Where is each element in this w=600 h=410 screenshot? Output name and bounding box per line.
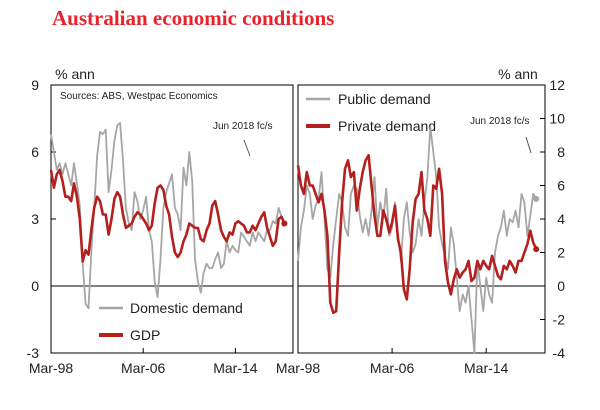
left-panel: -3 0 3 6 9 Mar-98 Mar-06 Mar-14 bbox=[27, 77, 294, 376]
left-forecast-point bbox=[281, 220, 288, 227]
legend-label-domestic-demand: Domestic demand bbox=[130, 300, 243, 316]
left-ytick-label: 9 bbox=[31, 77, 39, 93]
right-series-private-demand bbox=[296, 154, 538, 315]
right-xtick-label: Mar-98 bbox=[276, 360, 321, 376]
right-xtick-label: Mar-06 bbox=[370, 360, 415, 376]
left-series-domestic-demand bbox=[50, 122, 286, 310]
legend-label-private-demand: Private demand bbox=[338, 118, 436, 134]
legend-label-gdp: GDP bbox=[130, 327, 160, 343]
left-xtick-label: Mar-14 bbox=[213, 360, 258, 376]
chart-title: Australian economic conditions bbox=[52, 6, 335, 30]
left-source-note: Sources: ABS, Westpac Economics bbox=[60, 91, 218, 102]
right-panel: -4 -2 0 2 4 6 8 10 12 Mar-98 Mar-06 Mar-14 bbox=[276, 77, 565, 376]
left-xtick-label: Mar-98 bbox=[29, 360, 74, 376]
left-unit-label: % ann bbox=[55, 66, 95, 82]
left-ytick-label: 3 bbox=[31, 211, 39, 227]
right-forecast-point bbox=[533, 195, 540, 202]
left-xtick-label: Mar-06 bbox=[121, 360, 166, 376]
left-series-gdp bbox=[49, 168, 286, 263]
right-forecast-point bbox=[533, 246, 540, 253]
left-annotation-pointer bbox=[243, 139, 251, 157]
right-ytick-label: -2 bbox=[553, 312, 566, 328]
right-series-public-demand bbox=[297, 126, 537, 354]
right-annotation-pointer bbox=[525, 136, 532, 154]
right-ytick-label: 12 bbox=[549, 77, 565, 93]
left-ytick-label: -3 bbox=[27, 345, 40, 361]
legend-label-public-demand: Public demand bbox=[338, 91, 431, 107]
right-ytick-label: 4 bbox=[557, 211, 565, 227]
right-ytick-label: 2 bbox=[557, 245, 565, 261]
right-xtick-label: Mar-14 bbox=[464, 360, 509, 376]
left-forecast-annotation: Jun 2018 fc/s bbox=[213, 121, 272, 132]
right-ytick-label: 0 bbox=[557, 278, 565, 294]
left-ytick-label: 6 bbox=[31, 144, 39, 160]
right-ytick-label: -4 bbox=[553, 345, 566, 361]
right-unit-label: % ann bbox=[498, 66, 538, 82]
right-ytick-label: 10 bbox=[549, 111, 565, 127]
right-ytick-label: 8 bbox=[557, 144, 565, 160]
right-forecast-annotation: Jun 2018 fc/s bbox=[470, 116, 529, 127]
right-ytick-label: 6 bbox=[557, 178, 565, 194]
left-ytick-label: 0 bbox=[31, 278, 39, 294]
